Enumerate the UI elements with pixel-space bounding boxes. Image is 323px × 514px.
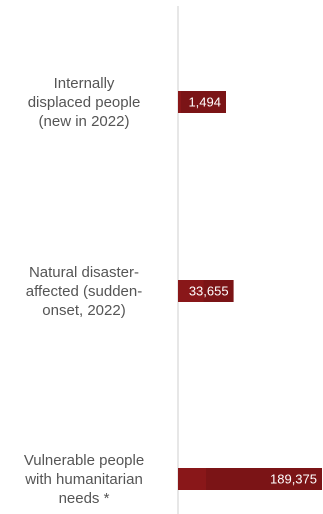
category-label-line: (new in 2022) — [39, 113, 130, 130]
bar-highlight — [178, 280, 204, 302]
bar-highlight — [178, 468, 206, 490]
category-label-line: affected (sudden- — [26, 283, 142, 300]
bars: 1,494 33,655 189,375 — [178, 91, 322, 490]
category-label-line: Natural disaster- — [29, 264, 139, 281]
category-labels: Internally displaced people (new in 2022) N… — [24, 75, 144, 507]
category-label-line: Vulnerable people — [24, 452, 144, 469]
value-label: 33,655 — [189, 284, 229, 299]
category-label-line: with humanitarian — [24, 471, 143, 488]
value-label: 189,375 — [270, 472, 317, 487]
category-label-line: onset, 2022) — [42, 302, 125, 319]
category-label-line: needs * — [59, 490, 110, 507]
bar-highlight — [178, 91, 181, 113]
category-label: Internally displaced people (new in 2022) — [28, 75, 141, 130]
category-label: Natural disaster-affected (sudden-onset,… — [26, 264, 142, 319]
bar — [178, 91, 226, 113]
value-label: 1,494 — [188, 95, 221, 110]
category-label-line: displaced people — [28, 94, 141, 111]
category-label-line: Internally — [54, 75, 115, 92]
bar — [178, 468, 322, 490]
category-label: Vulnerable people with humanitarian needs … — [24, 452, 144, 507]
